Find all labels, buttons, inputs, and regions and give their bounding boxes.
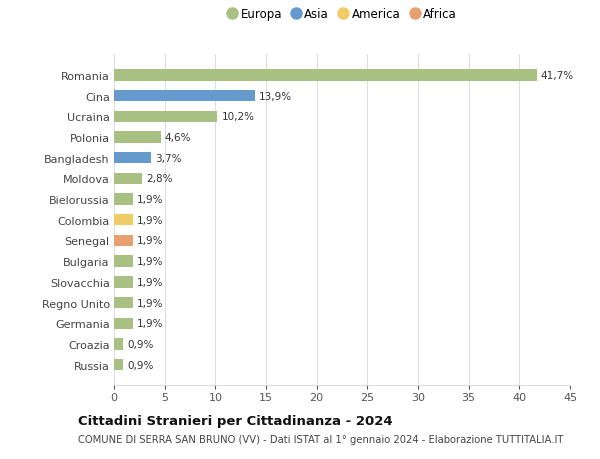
Text: Cittadini Stranieri per Cittadinanza - 2024: Cittadini Stranieri per Cittadinanza - 2… [78,414,392,428]
Text: 4,6%: 4,6% [164,133,191,143]
Text: 2,8%: 2,8% [146,174,173,184]
Text: 0,9%: 0,9% [127,360,154,370]
Bar [114,112,217,123]
Bar [114,91,255,102]
Bar [114,132,161,143]
Bar [114,339,123,350]
Text: 1,9%: 1,9% [137,277,164,287]
Legend: Europa, Asia, America, Africa: Europa, Asia, America, Africa [227,8,457,21]
Bar [114,318,133,329]
Text: COMUNE DI SERRA SAN BRUNO (VV) - Dati ISTAT al 1° gennaio 2024 - Elaborazione TU: COMUNE DI SERRA SAN BRUNO (VV) - Dati IS… [78,434,563,443]
Bar [114,194,133,205]
Text: 3,7%: 3,7% [155,153,182,163]
Bar [114,297,133,308]
Bar [114,277,133,288]
Text: 13,9%: 13,9% [259,91,292,101]
Bar [114,256,133,267]
Text: 0,9%: 0,9% [127,339,154,349]
Text: 41,7%: 41,7% [541,71,574,81]
Bar [114,215,133,226]
Bar [114,70,536,81]
Text: 1,9%: 1,9% [137,236,164,246]
Bar [114,235,133,246]
Text: 1,9%: 1,9% [137,195,164,205]
Bar [114,153,151,164]
Text: 1,9%: 1,9% [137,257,164,267]
Bar [114,359,123,370]
Text: 1,9%: 1,9% [137,215,164,225]
Text: 1,9%: 1,9% [137,319,164,329]
Bar [114,174,142,185]
Text: 1,9%: 1,9% [137,298,164,308]
Text: 10,2%: 10,2% [221,112,254,122]
